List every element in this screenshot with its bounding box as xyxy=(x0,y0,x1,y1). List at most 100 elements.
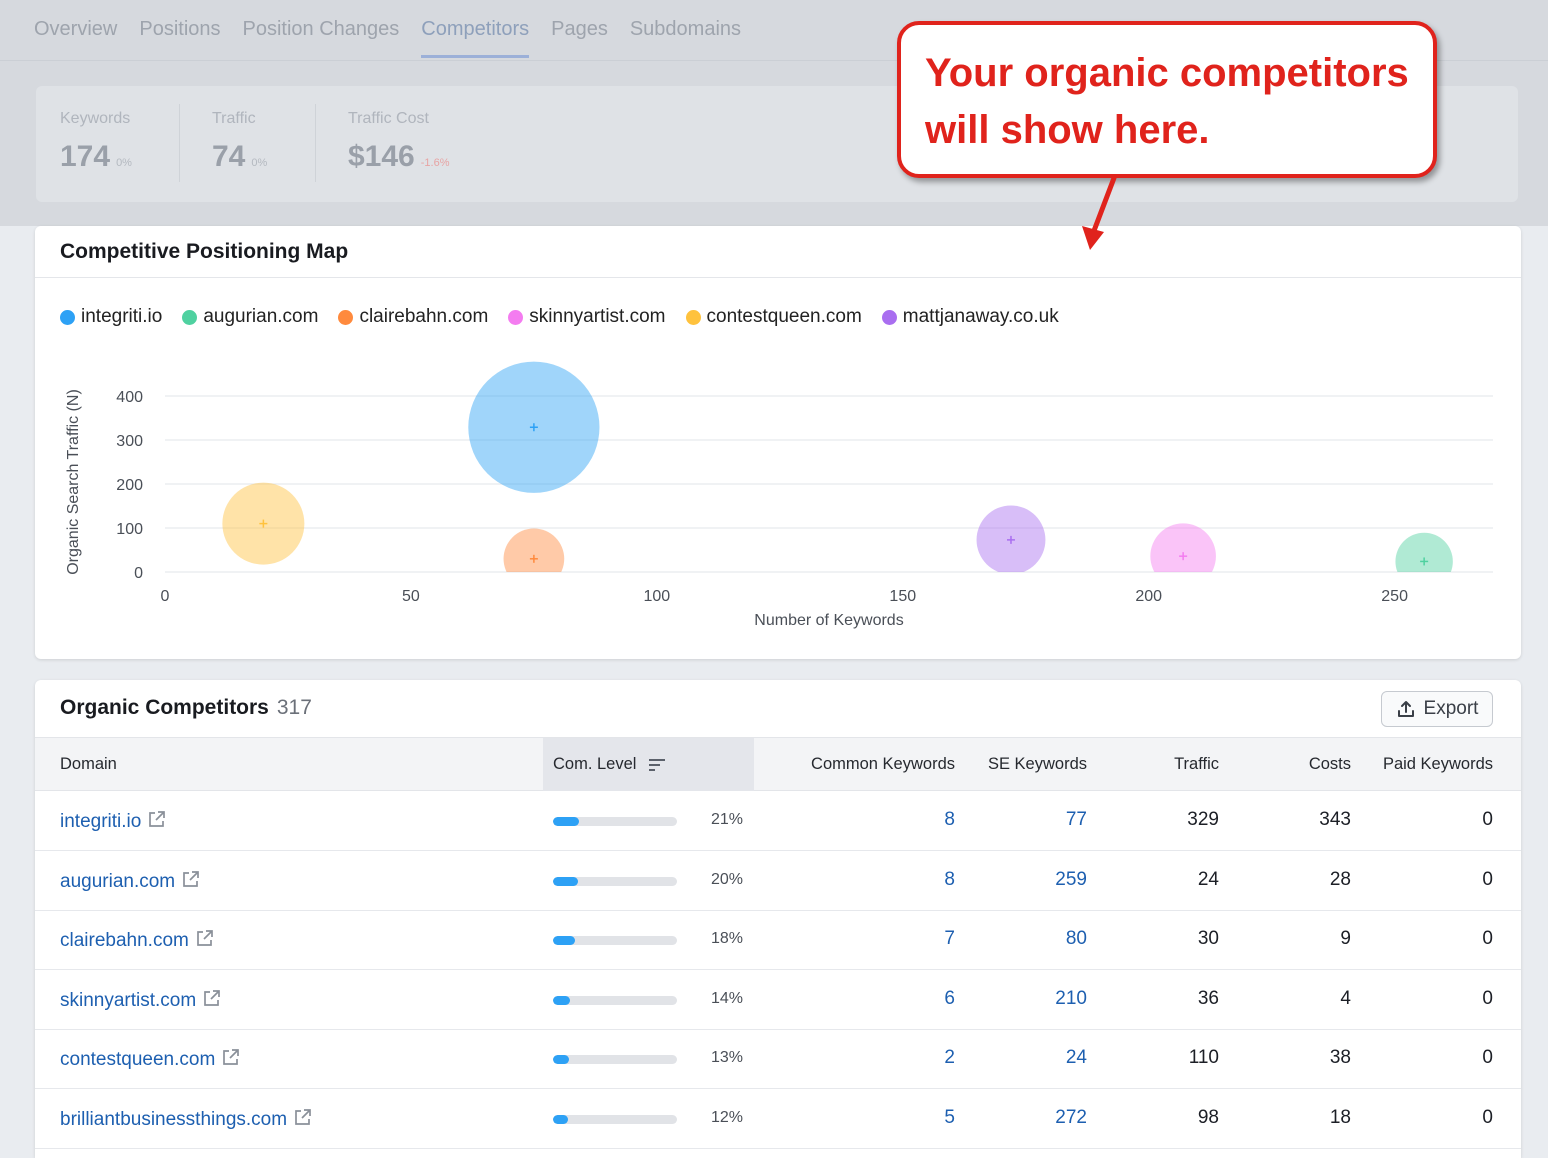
legend-item[interactable]: contestqueen.com xyxy=(685,306,862,328)
legend-item[interactable]: mattjanaway.co.uk xyxy=(881,306,1059,328)
com-level-bar-fill xyxy=(553,817,580,826)
header-traffic[interactable]: Traffic xyxy=(1174,755,1219,773)
legend-label: clairebahn.com xyxy=(359,306,489,327)
tab-overview[interactable]: Overview xyxy=(34,18,118,40)
external-link-icon[interactable] xyxy=(293,1107,313,1133)
paid-keywords-value: 0 xyxy=(1482,1106,1493,1128)
se-keywords-link[interactable]: 272 xyxy=(1055,1106,1087,1128)
competitive-positioning-map-card: Competitive Positioning Map integriti.io… xyxy=(35,226,1521,659)
costs-value: 18 xyxy=(1329,1106,1351,1128)
sort-descending-icon[interactable] xyxy=(649,758,667,772)
tab-competitors[interactable]: Competitors xyxy=(421,18,530,58)
metric-traffic-value[interactable]: 74 xyxy=(212,140,246,173)
export-button[interactable]: Export xyxy=(1381,691,1493,727)
com-level-bar xyxy=(553,936,677,945)
com-level-bar-fill xyxy=(553,995,571,1005)
metric-keywords-value[interactable]: 174 xyxy=(60,140,111,173)
competitors-title: Organic Competitors xyxy=(60,696,269,719)
upload-icon xyxy=(1397,701,1414,717)
legend-item[interactable]: integriti.io xyxy=(60,306,162,328)
bubble-point xyxy=(1395,532,1453,572)
table-row: contestqueen.com 13% 2 24 110 38 0 xyxy=(35,1030,1521,1089)
external-link-icon[interactable] xyxy=(147,809,167,835)
domain-label: augurian.com xyxy=(60,870,176,892)
legend-label: augurian.com xyxy=(203,306,319,327)
header-se-keywords[interactable]: SE Keywords xyxy=(987,755,1087,773)
se-keywords-link[interactable]: 210 xyxy=(1055,987,1087,1009)
domain-label: skinnyartist.com xyxy=(60,989,197,1011)
com-level-percent: 21% xyxy=(711,811,744,828)
external-link-icon[interactable] xyxy=(195,928,215,954)
y-tick-label: 400 xyxy=(116,389,143,406)
common-keywords-link[interactable]: 2 xyxy=(944,1047,955,1068)
metric-traffic-delta: 0% xyxy=(251,157,268,169)
competitors-count: 317 xyxy=(276,696,312,719)
com-level-bar-fill xyxy=(553,936,576,945)
domain-label: brilliantbusinessthings.com xyxy=(60,1108,288,1130)
se-keywords-link[interactable]: 77 xyxy=(1065,809,1087,830)
domain-label: contestqueen.com xyxy=(60,1049,216,1070)
bubble-point xyxy=(503,528,565,572)
common-keywords-link[interactable]: 6 xyxy=(944,987,955,1009)
callout-arrow-icon xyxy=(1082,176,1117,250)
header-costs[interactable]: Costs xyxy=(1308,755,1351,773)
domain-link[interactable]: brilliantbusinessthings.com xyxy=(60,1107,313,1133)
legend-item[interactable]: clairebahn.com xyxy=(338,306,488,328)
domain-label: integriti.io xyxy=(60,811,142,832)
header-common-keywords[interactable]: Common Keywords xyxy=(811,755,955,773)
domain-link[interactable]: skinnyartist.com xyxy=(60,988,222,1014)
bubble-chart: 0 100 200 300 400 0 50 100 150 200 250 Number of Ke… xyxy=(65,361,1493,629)
map-title: Competitive Positioning Map xyxy=(60,240,349,263)
domain-link[interactable]: clairebahn.com xyxy=(60,928,215,954)
x-tick-label: 0 xyxy=(161,588,170,605)
y-tick-label: 300 xyxy=(116,433,143,450)
table-row: clairebahn.com 18% 7 80 30 9 0 xyxy=(35,911,1521,970)
legend-item[interactable]: skinnyartist.com xyxy=(508,306,666,328)
common-keywords-link[interactable]: 8 xyxy=(944,868,955,890)
map-title-divider xyxy=(35,277,1521,278)
domain-link[interactable]: contestqueen.com xyxy=(60,1047,241,1073)
chart-legend: integriti.io augurian.com clairebahn.com sk… xyxy=(60,306,1059,328)
legend-item[interactable]: augurian.com xyxy=(182,306,318,328)
header-domain[interactable]: Domain xyxy=(60,755,117,773)
legend-dot-icon xyxy=(60,309,75,325)
external-link-icon[interactable] xyxy=(202,988,222,1014)
y-tick-label: 0 xyxy=(134,565,143,582)
metric-keywords: Keywords 174 0% xyxy=(60,110,132,174)
legend-dot-icon xyxy=(182,309,198,325)
metric-traffic-cost-delta: -1.6% xyxy=(420,157,450,169)
se-keywords-link[interactable]: 24 xyxy=(1065,1047,1087,1068)
metric-traffic-cost-value[interactable]: $146 xyxy=(348,140,415,173)
external-link-icon[interactable] xyxy=(181,869,201,895)
nav-divider xyxy=(0,60,1548,61)
com-level-bar xyxy=(553,876,677,886)
legend-dot-icon xyxy=(685,309,701,325)
costs-value: 38 xyxy=(1329,1047,1351,1068)
domain-link[interactable]: augurian.com xyxy=(60,869,201,895)
tab-positions[interactable]: Positions xyxy=(139,18,221,40)
domain-link[interactable]: integriti.io xyxy=(60,809,167,835)
tab-position-changes[interactable]: Position Changes xyxy=(242,18,400,40)
common-keywords-link[interactable]: 7 xyxy=(944,928,955,949)
common-keywords-link[interactable]: 8 xyxy=(944,809,955,830)
costs-value: 9 xyxy=(1340,928,1351,949)
com-level-bar-fill xyxy=(553,1055,570,1064)
sorted-column-highlight xyxy=(543,738,754,791)
nav-tabs: Overview Positions Position Changes Comp… xyxy=(34,18,741,58)
tab-pages[interactable]: Pages xyxy=(551,18,608,40)
external-link-icon[interactable] xyxy=(221,1047,241,1073)
header-paid-keywords[interactable]: Paid Keywords xyxy=(1382,755,1493,773)
header-com-level[interactable]: Com. Level xyxy=(553,755,667,774)
x-tick-label: 200 xyxy=(1135,588,1162,605)
costs-value: 4 xyxy=(1340,987,1351,1009)
com-level-percent: 14% xyxy=(711,989,744,1007)
paid-keywords-value: 0 xyxy=(1482,1047,1493,1068)
y-tick-label: 100 xyxy=(116,521,143,538)
metric-separator xyxy=(179,104,180,182)
traffic-value: 30 xyxy=(1197,928,1219,949)
se-keywords-link[interactable]: 259 xyxy=(1055,868,1087,890)
se-keywords-link[interactable]: 80 xyxy=(1065,928,1087,949)
common-keywords-link[interactable]: 5 xyxy=(944,1106,955,1128)
metric-traffic-cost-label: Traffic Cost xyxy=(348,110,429,127)
tab-subdomains[interactable]: Subdomains xyxy=(629,18,742,40)
